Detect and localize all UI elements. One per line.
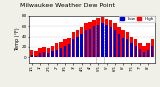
Bar [97,25,99,57]
Bar [96,18,100,57]
Bar [92,20,96,57]
Bar [89,29,91,57]
Bar [47,53,49,57]
Bar [76,30,79,57]
Bar [151,46,153,57]
Bar [30,50,33,57]
Bar [34,51,38,57]
Bar [139,49,141,57]
Bar [105,25,108,57]
Bar [101,17,104,57]
Bar [59,42,63,57]
Bar [110,27,112,57]
Bar [142,46,146,57]
Bar [134,39,137,57]
Bar [55,43,58,57]
Bar [72,39,74,57]
Bar [85,30,87,57]
Bar [113,23,117,57]
Bar [51,46,54,57]
Bar [64,46,66,57]
Legend: Low, High: Low, High [120,16,155,22]
Bar [105,19,108,57]
Bar [35,56,37,57]
Bar [126,32,129,57]
Y-axis label: Temp (°F): Temp (°F) [15,27,20,51]
Bar [122,38,124,57]
Bar [130,43,133,57]
Bar [93,26,95,57]
Bar [80,34,83,57]
Bar [76,37,79,57]
Bar [60,48,62,57]
Bar [63,39,67,57]
Bar [72,32,75,57]
Bar [56,50,58,57]
Bar [109,20,112,57]
Bar [80,27,83,57]
Bar [67,38,71,57]
Bar [126,39,128,57]
Bar [39,53,41,57]
Bar [114,30,116,57]
Bar [118,34,120,57]
Bar [143,52,145,57]
Bar [130,37,133,57]
Bar [68,44,70,57]
Text: Milwaukee Weather Dew Point: Milwaukee Weather Dew Point [20,3,115,8]
Bar [31,55,33,57]
Bar [43,52,45,57]
Bar [135,46,137,57]
Bar [146,43,150,57]
Bar [47,48,50,57]
Bar [42,47,46,57]
Bar [151,39,154,57]
Bar [121,30,125,57]
Bar [88,22,92,57]
Bar [101,23,104,57]
Bar [84,23,88,57]
Bar [117,27,121,57]
Bar [38,48,42,57]
Bar [138,43,142,57]
Bar [147,50,149,57]
Bar [51,51,54,57]
